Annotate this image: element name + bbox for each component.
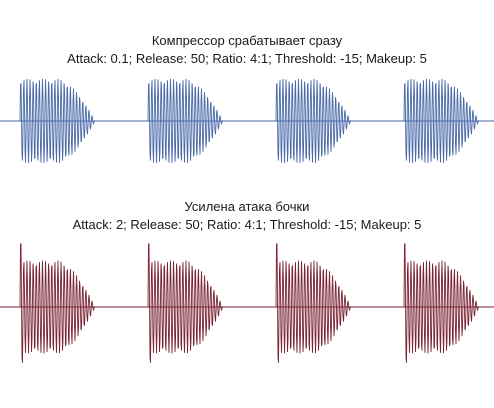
drum-hit-4 [403, 242, 480, 363]
waveform-path [275, 78, 352, 164]
drum-hit-2 [147, 242, 224, 363]
waveform-path [403, 242, 480, 363]
compressor-instant-panel: Компрессор срабатывает сразу Attack: 0.1… [0, 0, 494, 185]
waveform-path [275, 242, 352, 363]
drum-hit-2 [147, 78, 224, 164]
waveform-path [403, 78, 480, 164]
waveform-boosted-attack [0, 242, 494, 363]
drum-hit-1 [19, 242, 96, 363]
drum-hit-3 [275, 242, 352, 363]
panel-parameters: Attack: 0.1; Release: 50; Ratio: 4:1; Th… [67, 51, 427, 66]
waveform-path [19, 78, 96, 164]
waveform-instant-attack [0, 78, 494, 164]
drum-hit-1 [19, 78, 96, 164]
panel-parameters: Attack: 2; Release: 50; Ratio: 4:1; Thre… [72, 217, 422, 232]
waveform-path [147, 242, 224, 363]
drum-hit-3 [275, 78, 352, 164]
kick-attack-panel: Усилена атака бочки Attack: 2; Release: … [0, 185, 494, 408]
waveform-path [147, 78, 224, 164]
waveform-path [19, 242, 96, 363]
panel-title: Компрессор срабатывает сразу [151, 33, 343, 48]
panel-title: Усилена атака бочки [184, 199, 310, 214]
drum-hit-4 [403, 78, 480, 164]
